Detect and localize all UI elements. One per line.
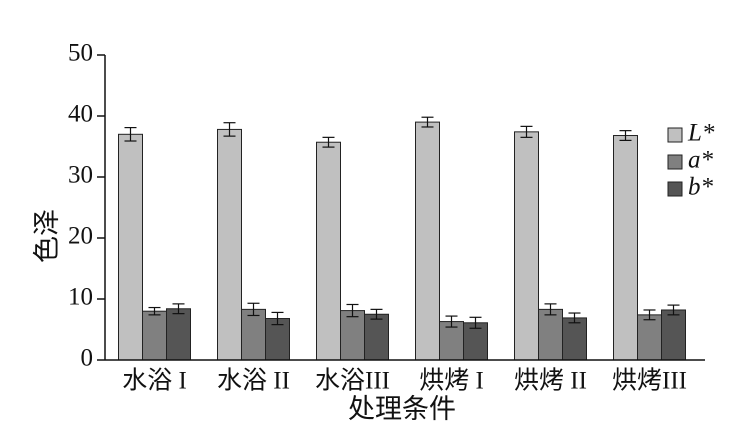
- bar: [217, 128, 242, 361]
- y-tick-label: 20: [68, 223, 93, 250]
- bar: [637, 314, 662, 361]
- legend-swatch: [667, 154, 683, 170]
- bar: [514, 131, 539, 361]
- bar: [241, 308, 266, 361]
- bar: [316, 141, 341, 361]
- bar: [661, 309, 686, 361]
- x-tick-label: 烘烤III: [612, 367, 687, 395]
- bar: [142, 310, 167, 361]
- bar: [415, 121, 440, 361]
- legend-label: L*: [687, 120, 715, 147]
- x-tick-label: 水浴III: [315, 367, 390, 395]
- bar: [364, 313, 389, 361]
- y-tick-label: 40: [68, 101, 93, 128]
- bar: [340, 310, 365, 361]
- bar: [463, 322, 488, 361]
- bar: [166, 308, 191, 361]
- y-tick-label: 10: [68, 284, 93, 311]
- y-tick-label: 0: [81, 345, 94, 372]
- legend-label: a*: [688, 147, 714, 174]
- x-tick-label: 水浴 I: [122, 367, 187, 395]
- x-axis-label: 处理条件: [348, 394, 456, 424]
- bar: [562, 317, 587, 361]
- y-axis-label: 色泽: [32, 209, 62, 263]
- y-tick-label: 30: [68, 162, 93, 189]
- bar: [613, 135, 638, 361]
- x-tick-label: 烘烤 II: [514, 367, 587, 395]
- legend-swatch: [667, 127, 683, 143]
- bar: [538, 308, 563, 361]
- legend-label: b*: [688, 174, 714, 201]
- y-tick-label: 50: [68, 40, 93, 67]
- bar: [118, 133, 143, 361]
- legend-swatch: [667, 181, 683, 197]
- x-tick-label: 烘烤 I: [419, 367, 484, 395]
- x-tick-label: 水浴 II: [217, 367, 290, 395]
